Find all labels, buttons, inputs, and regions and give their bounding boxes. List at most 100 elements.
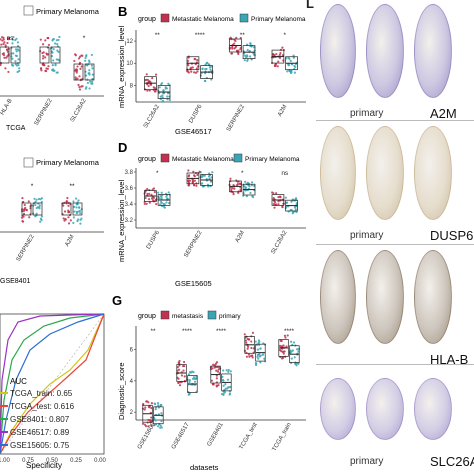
roc-x-tick-label: 0.00 [94,458,106,464]
data-point [6,48,9,52]
data-point [151,199,155,202]
data-point [24,206,27,209]
data-point [193,179,196,182]
data-point [86,78,89,81]
x-tick-label: HLA-B [0,98,14,116]
data-point [144,406,147,409]
data-point [182,360,186,364]
x-tick-label: DUSP6 [188,103,204,124]
data-point [11,42,14,45]
data-point [295,210,298,214]
data-point [187,175,190,178]
data-point [275,52,278,56]
data-point [282,344,285,347]
data-point [232,184,235,187]
data-point [191,181,194,184]
data-point [147,401,150,404]
data-point [36,206,39,209]
data-point [162,202,165,206]
data-point [210,180,213,183]
data-point [293,356,296,359]
data-point [178,359,181,363]
data-point [154,408,157,411]
data-point [207,185,210,188]
data-point [39,217,42,220]
data-point [22,209,25,213]
x-tick-label: SERPINE2 [34,97,54,126]
legend-c-primary: Primary Melanoma [36,158,100,167]
data-point [22,215,25,218]
data-point [7,38,10,41]
data-point [195,67,198,70]
data-point [160,419,163,423]
data-point [73,210,76,213]
data-point [39,198,42,201]
data-point [245,54,249,57]
data-point [143,408,146,411]
data-point [27,200,30,203]
data-point [157,191,160,194]
data-point [183,364,186,368]
data-point [272,196,275,200]
plot-b: 8 10 12 ** SLC26A2 **** DUSP6 ** SERPINE2 * A2M [126,30,306,133]
data-point [147,425,150,428]
data-point [90,64,94,67]
data-point [148,192,151,195]
data-point [275,192,278,195]
data-point [189,371,192,374]
data-point [250,354,253,357]
data-point [210,176,213,179]
data-point [88,60,91,64]
data-point [76,219,79,223]
data-point [44,69,47,72]
legend-d-primary: Primary Melanoma [245,156,300,163]
y-tick-label: 2 [130,410,134,416]
roc-legend-entry: GSE15605: 0.75 [10,441,70,450]
data-point [3,41,6,44]
data-point [245,186,248,189]
data-point [91,80,94,83]
data-point [256,348,260,351]
data-point [247,184,251,187]
data-point [224,387,227,390]
data-point [283,334,287,337]
ihc-tissue-image [366,4,404,98]
data-point [297,362,300,365]
data-point [277,203,280,206]
data-point [204,80,207,83]
ihc-row: HLA-B [312,244,474,367]
data-point [215,377,218,380]
data-point [145,202,148,205]
data-point [222,392,225,395]
ihc-gene-label: HLA-B [430,352,469,367]
data-point [65,202,68,205]
data-point [208,172,211,175]
data-point [67,210,71,214]
data-point [85,54,88,57]
data-point [78,55,82,58]
data-point [212,383,215,386]
data-point [250,340,253,343]
data-point [41,43,45,46]
data-point [278,53,281,57]
data-point [249,191,252,195]
data-point [11,57,14,60]
y-tick-label: 3.2 [125,218,134,224]
data-point [154,73,158,76]
data-point [188,380,191,384]
data-point [231,47,234,50]
data-point [162,89,165,92]
legend-b-met-swatch [160,13,170,23]
data-point [290,340,293,343]
data-point [74,76,77,79]
data-point [67,216,70,219]
x-tick-label: A2M [64,234,75,248]
ihc-row: primary DUSP6 [312,120,474,243]
ihc-tissue-image [366,250,404,344]
data-point [187,373,191,376]
data-point [75,68,78,71]
x-tick-label: GSE46517 [171,421,191,450]
plot-c: * SERPINE2 ** A2M [0,183,104,263]
data-point [258,352,261,356]
